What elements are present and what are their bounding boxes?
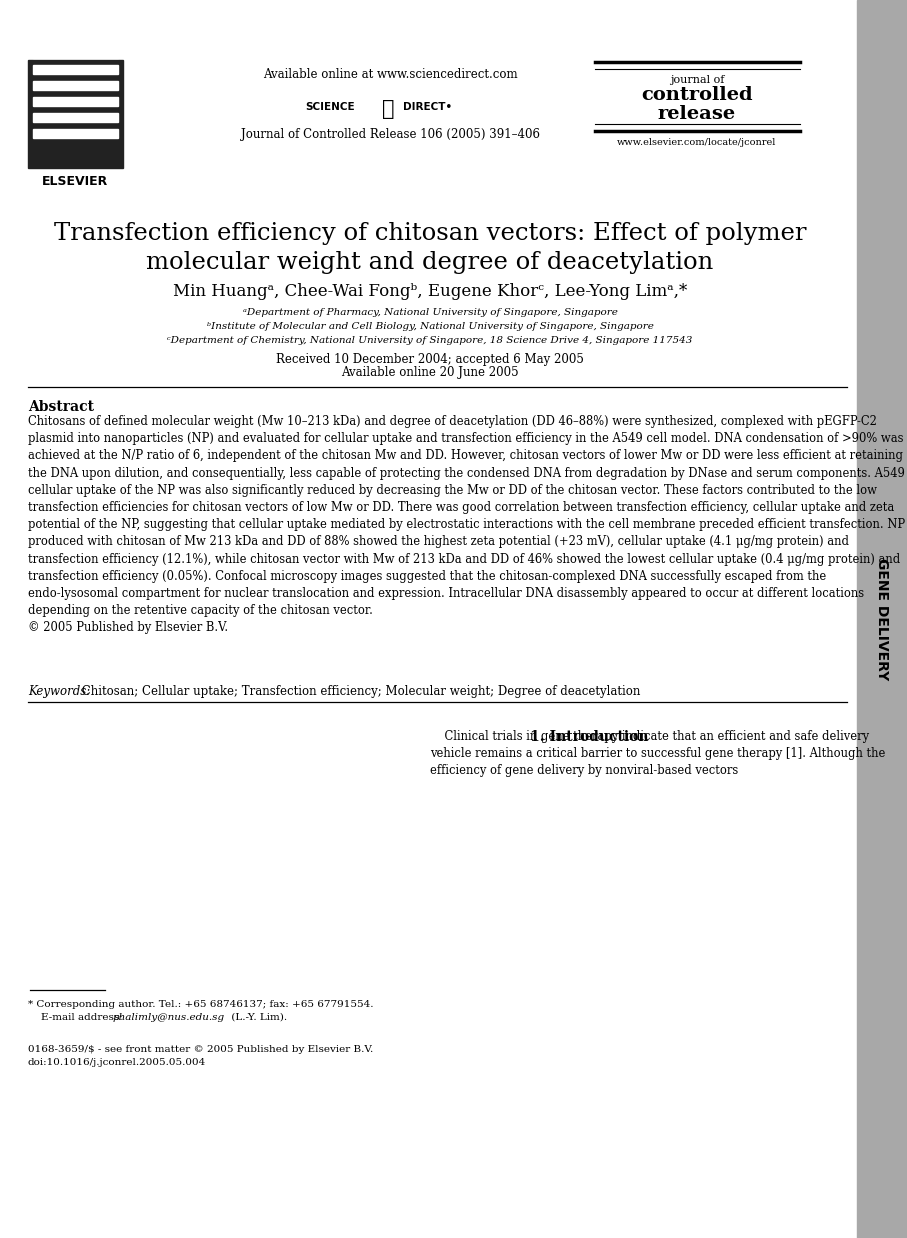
Text: GENE DELIVERY: GENE DELIVERY (875, 558, 889, 680)
Text: www.elsevier.com/locate/jconrel: www.elsevier.com/locate/jconrel (618, 137, 776, 147)
Bar (33, 129, 118, 137)
Text: ⓓ: ⓓ (382, 99, 395, 119)
Text: Chitosans of defined molecular weight (Mw 10–213 kDa) and degree of deacetylatio: Chitosans of defined molecular weight (M… (28, 415, 905, 634)
Text: release: release (658, 105, 736, 123)
Text: * Corresponding author. Tel.: +65 68746137; fax: +65 67791554.: * Corresponding author. Tel.: +65 687461… (28, 1000, 374, 1009)
Text: Journal of Controlled Release 106 (2005) 391–406: Journal of Controlled Release 106 (2005)… (240, 128, 540, 141)
Bar (33, 50, 118, 58)
Bar (28, 59, 123, 168)
Text: phalimly@nus.edu.sg: phalimly@nus.edu.sg (113, 1013, 225, 1023)
Text: Transfection efficiency of chitosan vectors: Effect of polymer
molecular weight : Transfection efficiency of chitosan vect… (54, 222, 806, 275)
Text: Min Huangᵃ, Chee-Wai Fongᵇ, Eugene Khorᶜ, Lee-Yong Limᵃ,*: Min Huangᵃ, Chee-Wai Fongᵇ, Eugene Khorᶜ… (173, 284, 688, 300)
Text: ᵃDepartment of Pharmacy, National University of Singapore, Singapore: ᵃDepartment of Pharmacy, National Univer… (242, 308, 618, 317)
Text: Abstract: Abstract (28, 400, 94, 413)
Text: doi:10.1016/j.jconrel.2005.05.004: doi:10.1016/j.jconrel.2005.05.004 (28, 1058, 206, 1067)
Bar (857, 0, 907, 1238)
Bar (33, 66, 118, 74)
Text: ELSEVIER: ELSEVIER (42, 175, 108, 188)
Text: 0168-3659/$ - see front matter © 2005 Published by Elsevier B.V.: 0168-3659/$ - see front matter © 2005 Pu… (28, 1045, 374, 1054)
Text: SCIENCE: SCIENCE (305, 102, 355, 111)
Text: ᶜDepartment of Chemistry, National University of Singapore, 18 Science Drive 4, : ᶜDepartment of Chemistry, National Unive… (167, 335, 693, 345)
Text: Chitosan; Cellular uptake; Transfection efficiency; Molecular weight; Degree of : Chitosan; Cellular uptake; Transfection … (78, 685, 640, 698)
Text: Available online 20 June 2005: Available online 20 June 2005 (341, 366, 519, 379)
Bar (33, 80, 118, 90)
Text: journal of: journal of (669, 76, 724, 85)
Text: 1. Introduction: 1. Introduction (530, 730, 649, 744)
Bar (33, 113, 118, 123)
Text: controlled: controlled (641, 85, 753, 104)
Text: Keywords:: Keywords: (28, 685, 91, 698)
Text: Received 10 December 2004; accepted 6 May 2005: Received 10 December 2004; accepted 6 Ma… (276, 353, 584, 366)
Text: E-mail address:: E-mail address: (28, 1013, 126, 1023)
Text: Available online at www.sciencedirect.com: Available online at www.sciencedirect.co… (263, 68, 517, 80)
Text: DIRECT•: DIRECT• (403, 102, 452, 111)
Text: ᵇInstitute of Molecular and Cell Biology, National University of Singapore, Sing: ᵇInstitute of Molecular and Cell Biology… (207, 322, 653, 331)
Bar (33, 97, 118, 106)
Text: (L.-Y. Lim).: (L.-Y. Lim). (228, 1013, 288, 1023)
Text: Clinical trials in gene therapy indicate that an efficient and safe delivery veh: Clinical trials in gene therapy indicate… (430, 730, 885, 777)
